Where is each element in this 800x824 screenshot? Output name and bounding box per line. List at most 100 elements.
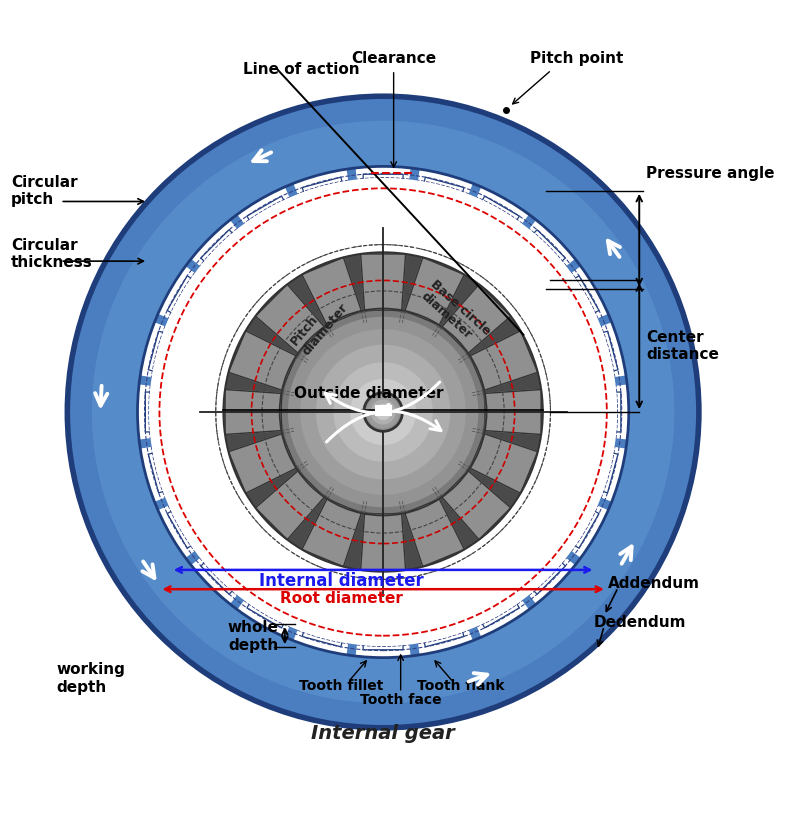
Circle shape (288, 316, 478, 508)
Text: Clearance: Clearance (351, 51, 436, 67)
Polygon shape (470, 330, 538, 391)
Polygon shape (247, 196, 300, 245)
Polygon shape (167, 276, 215, 329)
Polygon shape (590, 436, 627, 448)
Polygon shape (442, 284, 510, 353)
Polygon shape (186, 536, 219, 564)
Circle shape (138, 166, 629, 658)
Circle shape (366, 396, 399, 428)
Polygon shape (466, 579, 519, 628)
Polygon shape (302, 177, 353, 218)
Polygon shape (167, 495, 215, 548)
Polygon shape (186, 260, 219, 288)
Polygon shape (146, 388, 176, 436)
Polygon shape (460, 604, 481, 640)
Text: Base circle
diameter: Base circle diameter (418, 278, 494, 349)
Polygon shape (407, 168, 419, 205)
Text: Internal gear: Internal gear (311, 723, 455, 742)
Polygon shape (359, 620, 407, 650)
Polygon shape (460, 184, 481, 220)
Polygon shape (466, 196, 519, 245)
Polygon shape (407, 619, 419, 656)
Text: Line of action: Line of action (242, 62, 359, 77)
Polygon shape (148, 331, 189, 382)
Text: Tooth face: Tooth face (360, 693, 442, 707)
Polygon shape (139, 376, 177, 388)
Polygon shape (578, 442, 618, 493)
Text: Tooth flank: Tooth flank (417, 679, 504, 693)
Polygon shape (507, 215, 536, 248)
Circle shape (350, 379, 416, 445)
Polygon shape (201, 541, 254, 594)
Text: Outside diameter: Outside diameter (294, 386, 444, 401)
Polygon shape (230, 576, 258, 609)
Circle shape (364, 393, 402, 431)
Polygon shape (302, 499, 362, 567)
Polygon shape (230, 215, 258, 248)
Polygon shape (361, 254, 406, 310)
Polygon shape (513, 541, 566, 594)
Text: Pitch
diameter: Pitch diameter (288, 291, 350, 358)
Polygon shape (405, 499, 464, 567)
Circle shape (370, 400, 396, 424)
Polygon shape (546, 260, 580, 288)
Text: Internal diameter: Internal diameter (258, 572, 423, 590)
Polygon shape (255, 284, 324, 353)
Circle shape (376, 405, 390, 419)
Text: working
depth: working depth (57, 662, 126, 695)
Polygon shape (255, 471, 324, 540)
Circle shape (149, 178, 617, 646)
Polygon shape (229, 433, 296, 494)
Polygon shape (590, 388, 621, 436)
Text: Addendum: Addendum (608, 577, 700, 592)
Polygon shape (546, 536, 580, 564)
Polygon shape (154, 315, 191, 335)
Text: Tooth fillet: Tooth fillet (299, 679, 383, 693)
Polygon shape (302, 257, 362, 325)
Polygon shape (286, 184, 306, 220)
Polygon shape (470, 433, 538, 494)
Polygon shape (225, 390, 282, 434)
Polygon shape (414, 177, 464, 218)
Polygon shape (590, 376, 627, 388)
Polygon shape (201, 230, 254, 283)
Polygon shape (154, 489, 191, 509)
Text: Pitch point: Pitch point (530, 51, 624, 67)
Circle shape (92, 121, 674, 703)
Circle shape (67, 96, 699, 728)
Polygon shape (286, 604, 306, 640)
Polygon shape (574, 489, 611, 509)
Circle shape (379, 408, 387, 416)
Circle shape (282, 311, 485, 513)
Text: Pressure angle: Pressure angle (646, 166, 774, 181)
Polygon shape (302, 606, 353, 647)
Polygon shape (513, 230, 566, 283)
Circle shape (316, 344, 450, 480)
Text: whole
depth: whole depth (228, 620, 278, 653)
Polygon shape (347, 168, 359, 205)
Polygon shape (550, 276, 599, 329)
Circle shape (375, 404, 391, 420)
Text: Center
distance: Center distance (646, 330, 719, 363)
Polygon shape (229, 330, 296, 391)
Polygon shape (359, 174, 407, 204)
Polygon shape (550, 495, 599, 548)
Polygon shape (442, 471, 510, 540)
Polygon shape (485, 390, 541, 434)
Polygon shape (507, 576, 536, 609)
Polygon shape (139, 436, 177, 448)
Polygon shape (414, 606, 464, 647)
Polygon shape (247, 579, 300, 628)
Polygon shape (578, 331, 618, 382)
Circle shape (365, 393, 402, 431)
Polygon shape (361, 514, 406, 570)
Text: Circular
thickness: Circular thickness (11, 238, 93, 270)
Circle shape (223, 252, 542, 572)
Polygon shape (574, 315, 611, 335)
Polygon shape (347, 619, 359, 656)
Text: Dedendum: Dedendum (594, 615, 686, 630)
Text: Circular
pitch: Circular pitch (11, 175, 78, 207)
Polygon shape (148, 442, 189, 493)
Text: Root diameter: Root diameter (279, 591, 402, 606)
Circle shape (334, 363, 433, 461)
